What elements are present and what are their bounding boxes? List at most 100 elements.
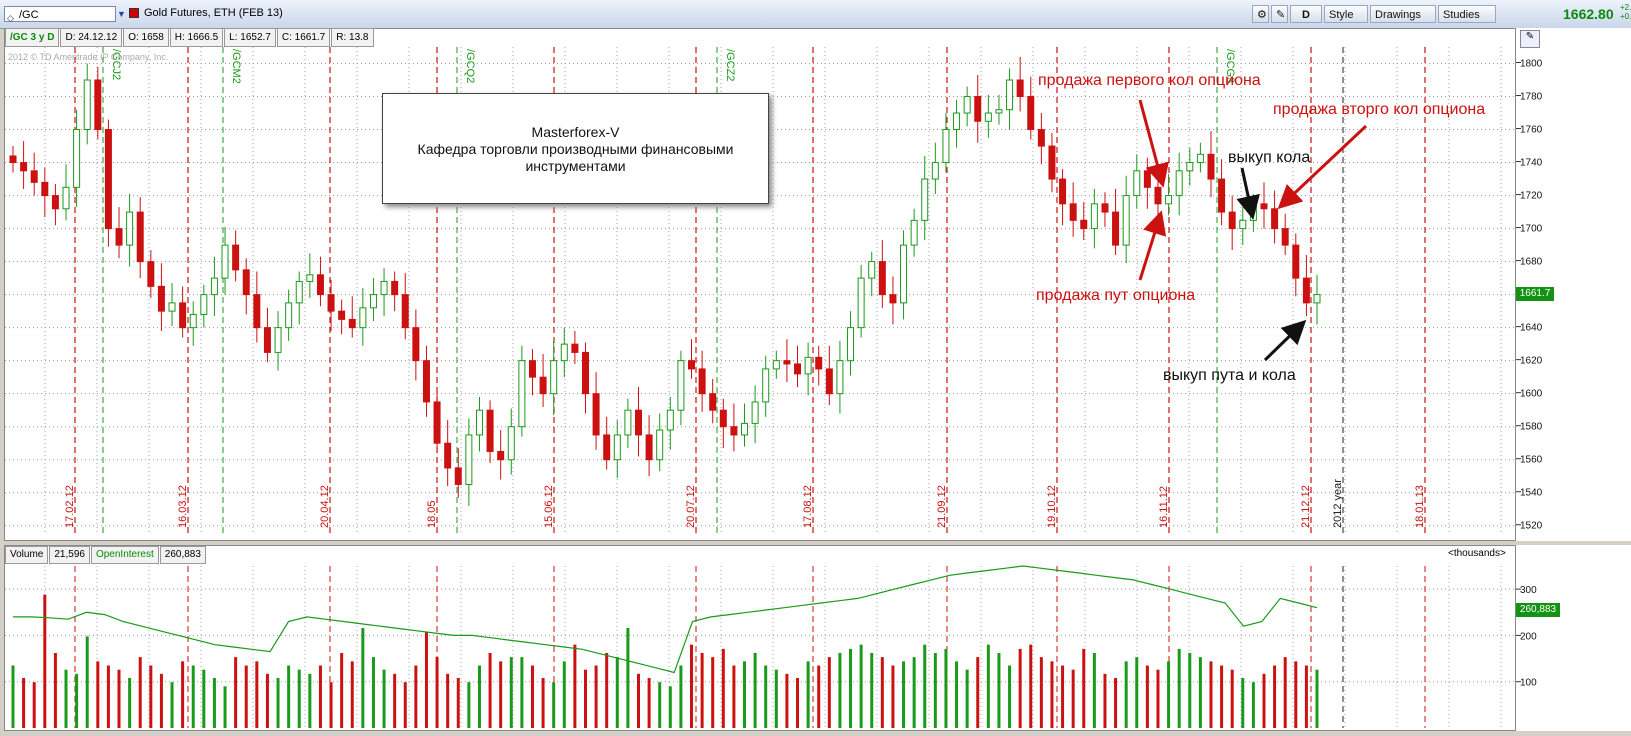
- candle-body: [942, 129, 950, 164]
- studies-button[interactable]: Studies: [1438, 5, 1496, 23]
- expiry-label: /GCG3: [1224, 49, 1236, 83]
- annotation-sell-first-call: продажа первого кол опциона: [1038, 72, 1261, 89]
- candle-body: [73, 129, 81, 188]
- candle-body: [1027, 96, 1035, 131]
- candle-body: [30, 170, 38, 183]
- candle-body: [83, 79, 91, 131]
- candle-body: [1080, 219, 1088, 230]
- candle-body: [401, 294, 409, 329]
- ohlc-bar: /GC 3 y D D: 24.12.12 O: 1658 H: 1666.5 L: 1…: [5, 28, 375, 47]
- instrument-icon: [129, 8, 139, 18]
- price-tick-label: 1520: [1520, 521, 1543, 532]
- candle-body: [804, 356, 812, 375]
- last-price: 1662.80: [1563, 6, 1614, 22]
- note-box[interactable]: Masterforex-V Кафедра торговли производн…: [382, 93, 769, 204]
- date-label: 20.04.12: [319, 485, 331, 528]
- drawings-button[interactable]: Drawings: [1370, 5, 1436, 23]
- price-tick-label: 1600: [1520, 389, 1543, 400]
- candle-body: [688, 360, 696, 370]
- candle-body: [1175, 170, 1183, 197]
- candle-body: [539, 376, 547, 395]
- candle-body: [656, 429, 664, 461]
- wrench-icon[interactable]: ✎: [1271, 5, 1288, 23]
- draw-tool-icon[interactable]: ✎: [1520, 30, 1540, 48]
- candle-body: [497, 450, 505, 461]
- candle-body: [62, 186, 70, 210]
- candle-body: [910, 219, 918, 246]
- candle-body: [995, 109, 1003, 114]
- volume-panel[interactable]: [4, 545, 1516, 731]
- candle-body: [984, 112, 992, 122]
- candle-body: [624, 409, 632, 436]
- candle-body: [327, 294, 335, 312]
- candle-body: [1037, 129, 1045, 147]
- candle-body: [253, 294, 261, 329]
- volume-tick-label: 300: [1520, 585, 1537, 596]
- units-label: <thousands>: [1448, 548, 1506, 559]
- date-label: 18.05: [426, 500, 438, 528]
- candle-body: [412, 327, 420, 362]
- oi-label: OpenInterest: [90, 546, 159, 564]
- candle-body: [147, 261, 155, 287]
- candle-body: [1090, 203, 1098, 230]
- volume-label: Volume: [5, 546, 49, 564]
- candle-body: [1059, 178, 1067, 205]
- price-tick-label: 1720: [1520, 191, 1543, 202]
- volume-legend: Volume 21,596 OpenInterest 260,883: [5, 546, 207, 564]
- candle-body: [157, 285, 165, 312]
- change-line-2: +0.: [1620, 12, 1631, 21]
- high-value: H: 1666.5: [169, 28, 224, 47]
- watermark: 2012 © TD Ameritrade IP Company, Inc.: [8, 52, 169, 62]
- price-tick-label: 1640: [1520, 323, 1543, 334]
- date-label: 21.12.12: [1300, 485, 1312, 528]
- candle-body: [338, 310, 346, 320]
- candle-body: [825, 368, 833, 395]
- candle-body: [1133, 170, 1141, 197]
- candle-body: [1165, 195, 1173, 205]
- date-label: 16.11.12: [1158, 486, 1170, 528]
- symbol-input[interactable]: ◇ /GC: [4, 6, 116, 23]
- price-tick-label: 1760: [1520, 125, 1543, 136]
- volume-chart[interactable]: [5, 546, 1515, 730]
- link-icon[interactable]: ⚙: [1252, 5, 1269, 23]
- candle-body: [126, 211, 134, 246]
- candle-body: [1016, 79, 1024, 98]
- annotation-sell-second-call: продажа вторго кол опциона: [1273, 101, 1486, 118]
- study-label[interactable]: /GC 3 y D: [5, 28, 60, 47]
- candle-body: [179, 302, 187, 329]
- candle-body: [1228, 211, 1236, 230]
- candle-body: [560, 343, 568, 362]
- date-value: D: 24.12.12: [60, 28, 123, 47]
- annotation-buyback-put-call: выкуп пута и кола: [1163, 367, 1296, 384]
- candle-body: [772, 360, 780, 370]
- symbol-dropdown-icon[interactable]: ▼: [117, 9, 126, 19]
- date-label: 17.02.12: [64, 485, 76, 528]
- candle-body: [20, 162, 28, 172]
- candle-body: [1069, 203, 1077, 221]
- candle-body: [836, 360, 844, 395]
- date-label: 18.01.13: [1414, 485, 1426, 528]
- annotation-sell-put: продажа пут опциона: [1036, 287, 1196, 304]
- style-label: Style: [1329, 9, 1354, 21]
- candle-body: [348, 318, 356, 329]
- candle-body: [380, 280, 388, 296]
- volume-tick-label: 200: [1520, 631, 1537, 642]
- volume-tick-label: 100: [1520, 678, 1537, 689]
- expiry-label: /GCM2: [230, 49, 242, 84]
- close-value: C: 1661.7: [276, 28, 331, 47]
- candle-body: [900, 244, 908, 304]
- candle-body: [1186, 162, 1194, 172]
- candle-body: [475, 409, 483, 436]
- expiry-label: /GCQ2: [464, 49, 476, 83]
- candle-body: [1292, 244, 1300, 279]
- candle-body: [645, 434, 653, 461]
- oi-value: 260,883: [159, 546, 206, 564]
- period-button[interactable]: D: [1290, 5, 1322, 23]
- candle-body: [189, 313, 197, 329]
- style-button[interactable]: Style: [1324, 5, 1368, 23]
- candle-body: [741, 422, 749, 436]
- current-price-tag: 1661.7: [1516, 287, 1554, 301]
- candle-body: [306, 274, 314, 282]
- candle-body: [528, 360, 536, 378]
- candle-body: [1271, 208, 1279, 230]
